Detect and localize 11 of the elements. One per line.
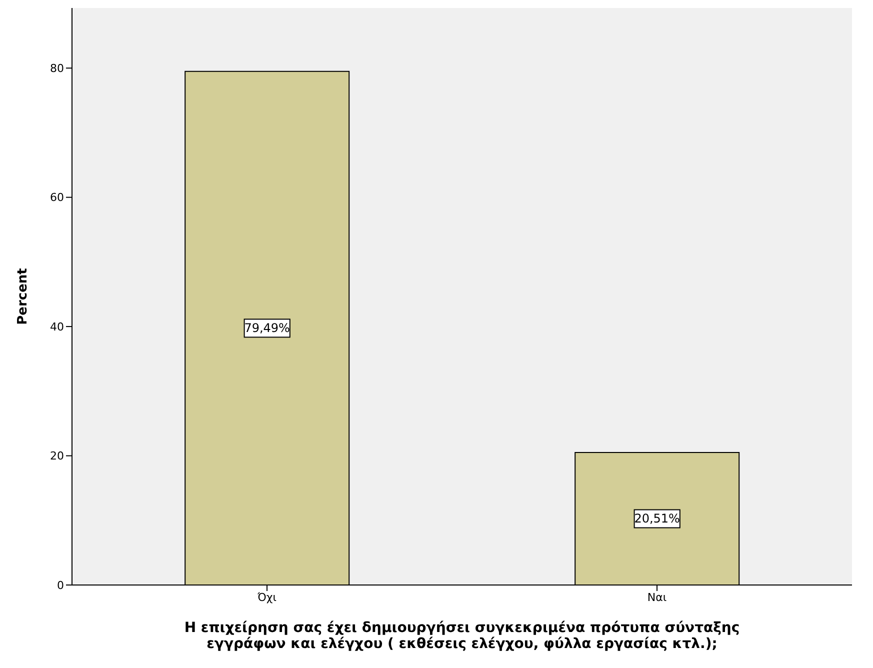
x-tick-label: Ναι xyxy=(647,590,667,604)
y-tick-label: 0 xyxy=(57,578,64,592)
y-tick-label: 40 xyxy=(50,320,64,334)
x-axis-title: Η επιχείρηση σας έχει δημιουργήσει συγκεκριμένα πρότυπα σύνταξης εγγράφων και ελέγχου ( εκθέσεις ελέγχου, φύλλα εργασίας κτλ.); xyxy=(183,620,741,652)
y-tick-label: 60 xyxy=(50,191,64,204)
data-label: 79,49% xyxy=(244,321,290,336)
y-tick-label: 20 xyxy=(50,450,64,463)
y-axis-title: Percent xyxy=(16,268,31,325)
y-tick-label: 80 xyxy=(50,62,64,75)
data-label: 20,51% xyxy=(634,512,680,526)
x-tick-label: Όχι xyxy=(256,590,277,604)
